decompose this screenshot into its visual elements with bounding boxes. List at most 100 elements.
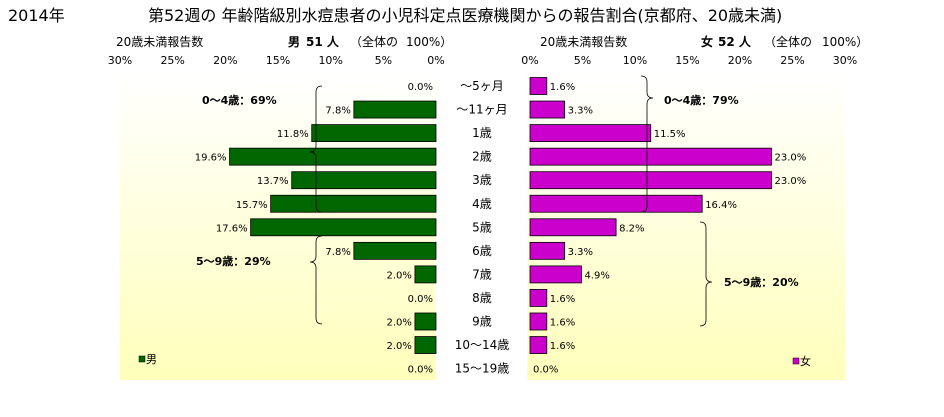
right-group2-label: 5～9歳：20% xyxy=(724,275,799,289)
right-tick-label: 10% xyxy=(623,54,647,67)
right-tick-label: 30% xyxy=(833,54,857,67)
female-bar xyxy=(529,194,703,213)
left-tick-label: 5% xyxy=(375,54,392,67)
male-bar xyxy=(270,194,437,213)
legend-female-label: 女 xyxy=(800,354,811,368)
left-tick-label: 0% xyxy=(427,54,444,67)
female-value-label: 8.2% xyxy=(619,223,644,234)
category-label: 10～14歳 xyxy=(455,338,510,352)
male-value-label: 7.8% xyxy=(325,247,350,258)
left-group1-label: 0～4歳：69% xyxy=(202,93,277,107)
female-bar xyxy=(529,218,617,237)
category-label: 3歳 xyxy=(472,173,492,187)
female-value-label: 4.9% xyxy=(584,270,609,281)
male-value-label: 7.8% xyxy=(325,106,350,117)
category-label: 7歳 xyxy=(472,267,492,281)
right-count-label: 52 人 xyxy=(718,34,752,49)
left-tick-label: 25% xyxy=(160,54,184,67)
left-tick-label: 30% xyxy=(108,54,132,67)
male-bar xyxy=(414,265,437,284)
male-value-label: 0.0% xyxy=(408,82,433,93)
female-value-label: 3.3% xyxy=(568,106,593,117)
legend-male-swatch xyxy=(138,355,146,363)
female-value-label: 23.0% xyxy=(775,153,807,164)
left-group2-label: 5～9歳：29% xyxy=(196,254,271,268)
legend-female-swatch xyxy=(792,357,800,365)
category-label: ～5ヶ月 xyxy=(460,79,504,93)
left-count-label: 51 人 xyxy=(306,34,340,49)
left-total-pct: 100%） xyxy=(406,35,452,49)
male-value-label: 0.0% xyxy=(408,365,433,376)
female-bar xyxy=(529,265,582,284)
female-value-label: 23.0% xyxy=(775,176,807,187)
left-bracket-5-9 xyxy=(309,235,323,325)
female-value-label: 16.4% xyxy=(705,200,737,211)
category-label: 6歳 xyxy=(472,244,492,258)
left-tick-label: 15% xyxy=(266,54,290,67)
male-bar xyxy=(353,241,437,260)
category-label: 15～19歳 xyxy=(455,362,510,376)
left-tick-label: 10% xyxy=(318,54,342,67)
category-label: 4歳 xyxy=(472,197,492,211)
female-bar xyxy=(529,124,652,142)
right-tick-label: 20% xyxy=(728,54,752,67)
right-sex-label: 女 xyxy=(701,34,713,49)
right-tick-label: 0% xyxy=(521,54,538,67)
female-bar xyxy=(529,77,548,95)
female-value-label: 1.6% xyxy=(550,294,575,305)
male-value-label: 2.0% xyxy=(387,318,412,329)
male-bar xyxy=(311,124,437,142)
category-label: 2歳 xyxy=(472,150,492,164)
female-bar xyxy=(529,241,566,260)
female-bar xyxy=(529,312,548,331)
female-value-label: 1.6% xyxy=(550,82,575,93)
right-bracket-0-4 xyxy=(640,75,654,213)
male-value-label: 0.0% xyxy=(408,294,433,305)
left-sex-label: 男 xyxy=(288,35,300,49)
category-label: 9歳 xyxy=(472,315,492,329)
male-value-label: 17.6% xyxy=(216,223,248,234)
year-label: 2014年 xyxy=(8,6,65,25)
legend-male-label: 男 xyxy=(146,353,157,366)
male-value-label: 13.7% xyxy=(257,176,289,187)
left-total-label: （全体の xyxy=(350,34,398,49)
female-bar xyxy=(529,171,772,190)
male-bar xyxy=(353,100,437,119)
male-bar xyxy=(414,336,437,354)
male-bar xyxy=(414,312,437,331)
right-tick-label: 5% xyxy=(574,54,591,67)
male-value-label: 15.7% xyxy=(236,200,268,211)
right-tick-label: 25% xyxy=(780,54,804,67)
right-sublabel: 20歳未満報告数 xyxy=(540,34,627,49)
category-label: 5歳 xyxy=(472,220,492,234)
male-value-label: 19.6% xyxy=(195,153,227,164)
right-bracket-5-9 xyxy=(699,221,713,327)
category-label: 8歳 xyxy=(472,291,492,305)
left-tick-label: 20% xyxy=(213,54,237,67)
male-bar xyxy=(291,171,437,190)
female-value-label: 1.6% xyxy=(550,318,575,329)
male-value-label: 2.0% xyxy=(387,341,412,352)
left-sublabel: 20歳未満報告数 xyxy=(116,34,203,49)
female-value-label: 0.0% xyxy=(533,365,558,376)
right-total-label: （全体の xyxy=(764,34,812,49)
right-group1-label: 0～4歳：79% xyxy=(664,93,739,107)
female-value-label: 11.5% xyxy=(654,129,686,140)
right-total-pct: 100%） xyxy=(822,35,868,49)
male-bar xyxy=(229,147,437,166)
male-value-label: 11.8% xyxy=(277,129,309,140)
left-bracket-0-4 xyxy=(309,85,323,213)
female-bar xyxy=(529,147,772,166)
female-bar xyxy=(529,289,548,307)
female-value-label: 1.6% xyxy=(550,341,575,352)
chart-title: 第52週の 年齢階級別水痘患者の小児科定点医療機関からの報告割合(京都府、20歳… xyxy=(148,6,782,25)
female-bar xyxy=(529,336,548,354)
right-tick-label: 15% xyxy=(675,54,699,67)
category-label: 1歳 xyxy=(472,126,492,140)
male-bar xyxy=(250,218,437,237)
male-value-label: 2.0% xyxy=(387,270,412,281)
female-value-label: 3.3% xyxy=(568,247,593,258)
female-bar xyxy=(529,100,566,119)
category-label: ～11ヶ月 xyxy=(456,103,507,117)
